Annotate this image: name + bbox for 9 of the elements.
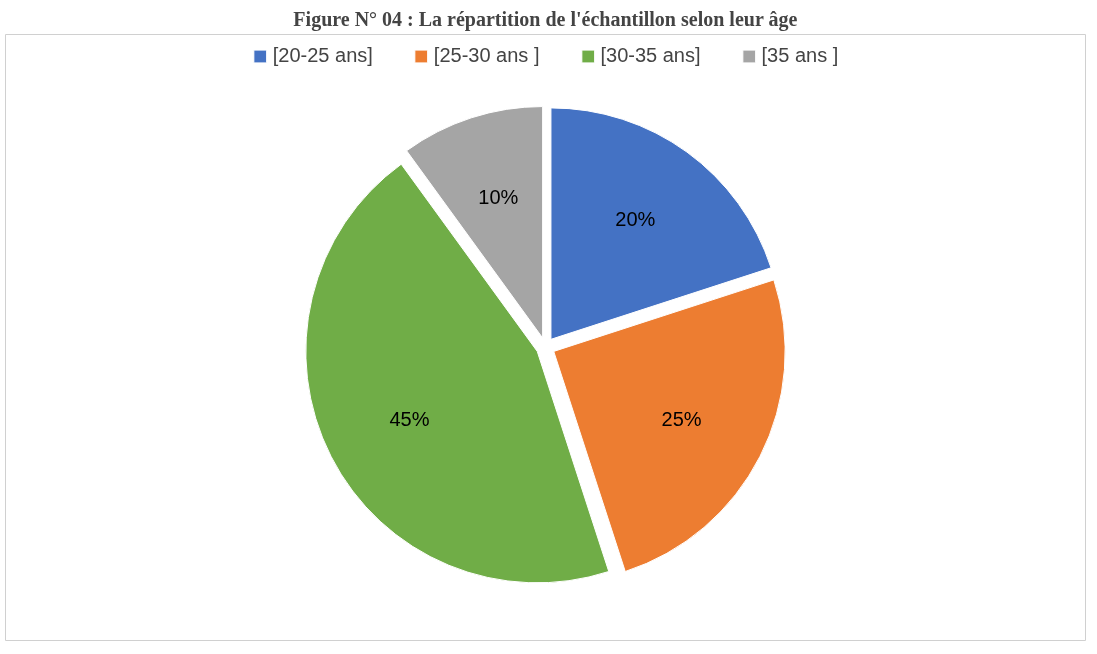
legend-label: [20-25 ans] [272,44,373,67]
data-label: 20% [615,208,656,231]
legend-label: [25-30 ans ] [433,44,540,67]
legend-label: [30-35 ans] [600,44,701,67]
chart-title: Figure N° 04 : La répartition de l'échantillon selon leur âge [293,7,798,31]
legend-label: [35 ans ] [761,44,839,67]
data-label: 25% [661,407,702,430]
data-label: 45% [389,407,430,430]
data-label: 10% [478,185,519,208]
